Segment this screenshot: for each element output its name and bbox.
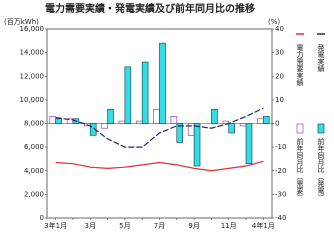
y-tick-label: 10,000 xyxy=(20,96,45,104)
y2-tick-label: 10 xyxy=(275,96,284,104)
y2-tick-label: 30 xyxy=(275,49,284,57)
bar xyxy=(49,116,57,124)
bar xyxy=(245,123,253,165)
bar xyxy=(101,123,108,129)
y-tick-label: 4,000 xyxy=(24,167,44,175)
legend-swatch xyxy=(296,123,304,134)
bar xyxy=(153,108,160,124)
x-tick-label: 3年1月 xyxy=(44,221,67,230)
legend-label: 電力需要実績 xyxy=(296,44,304,87)
bar xyxy=(257,118,264,124)
y-axis-label: (百万kWh) xyxy=(4,18,39,26)
bar xyxy=(55,118,62,124)
y-tick-label: 6,000 xyxy=(24,143,44,151)
bar xyxy=(141,61,149,124)
chart-title: 電力需要実績・発電実績及び前年同月比の推移 xyxy=(45,2,255,15)
bar xyxy=(89,123,97,136)
bar xyxy=(211,108,218,124)
y2-tick-label: -40 xyxy=(275,214,286,222)
bar xyxy=(124,66,132,124)
line xyxy=(55,107,264,148)
x-tick-label: 9月 xyxy=(188,222,199,230)
y-tick-label: 0 xyxy=(40,214,44,222)
x-tick-label: 3月 xyxy=(85,222,96,230)
y-tick-label: 2,000 xyxy=(24,190,44,198)
y2-tick-label: -30 xyxy=(275,190,286,198)
y-tick-label: 8,000 xyxy=(24,120,44,128)
bar xyxy=(176,123,184,143)
bar xyxy=(170,116,178,124)
y2-tick-label: 40 xyxy=(275,25,284,33)
bar xyxy=(228,123,235,134)
legend-label: 前年同月比（発電） xyxy=(317,137,325,201)
y2-axis-label: (%) xyxy=(268,18,280,26)
bar xyxy=(193,123,201,167)
y2-tick-label: 0 xyxy=(275,120,279,128)
bar xyxy=(159,42,166,124)
legend-label: 発電実績 xyxy=(317,43,325,73)
y-tick-label: 16,000 xyxy=(20,25,45,33)
x-tick-label: 5月 xyxy=(119,222,130,230)
x-tick-label: 7月 xyxy=(154,222,165,230)
bar xyxy=(107,108,114,124)
y-tick-label: 12,000 xyxy=(20,72,45,80)
x-tick-label: 4年1月 xyxy=(252,221,275,230)
bar xyxy=(239,123,247,127)
y-tick-label: 14,000 xyxy=(20,49,45,57)
x-tick-label: 11月 xyxy=(221,222,237,230)
line xyxy=(55,160,264,172)
bar xyxy=(135,120,143,124)
legend-swatch xyxy=(317,123,325,134)
bar xyxy=(262,116,270,124)
bar xyxy=(222,120,230,124)
legend-label: 前年同月比（需要） xyxy=(296,137,304,201)
y2-tick-label: -10 xyxy=(275,143,286,151)
y2-tick-label: -20 xyxy=(275,167,286,175)
bar xyxy=(118,120,126,124)
y2-tick-label: 20 xyxy=(275,72,284,80)
